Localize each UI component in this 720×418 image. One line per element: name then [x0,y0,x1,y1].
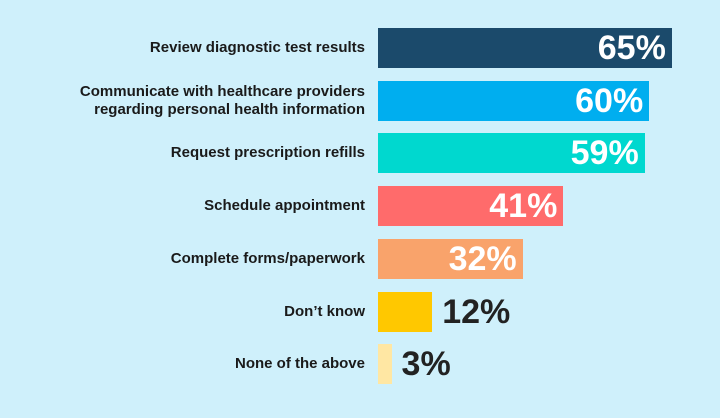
bar [378,80,650,121]
bar [378,238,523,279]
bar [378,28,672,68]
category-label: Complete forms/paperwork [170,249,365,267]
bar [378,291,433,332]
category-label: None of the above [234,355,365,373]
category-label: Review diagnostic test results [149,39,365,56]
bar [378,344,392,385]
value-label: 12% [442,292,511,331]
value-label: 41% [489,187,558,226]
bar [378,133,645,174]
value-label: 32% [448,239,517,278]
category-label: Schedule appointment [204,197,365,215]
value-label: 3% [401,345,451,384]
value-label: 59% [570,134,639,173]
category-label: Don’t know [284,302,365,320]
category-label: Communicate with healthcare providers re… [79,82,365,118]
value-label: 60% [575,81,644,120]
category-label: Request prescription refills [170,144,365,162]
value-label: 65% [597,29,666,67]
bar [378,186,564,227]
